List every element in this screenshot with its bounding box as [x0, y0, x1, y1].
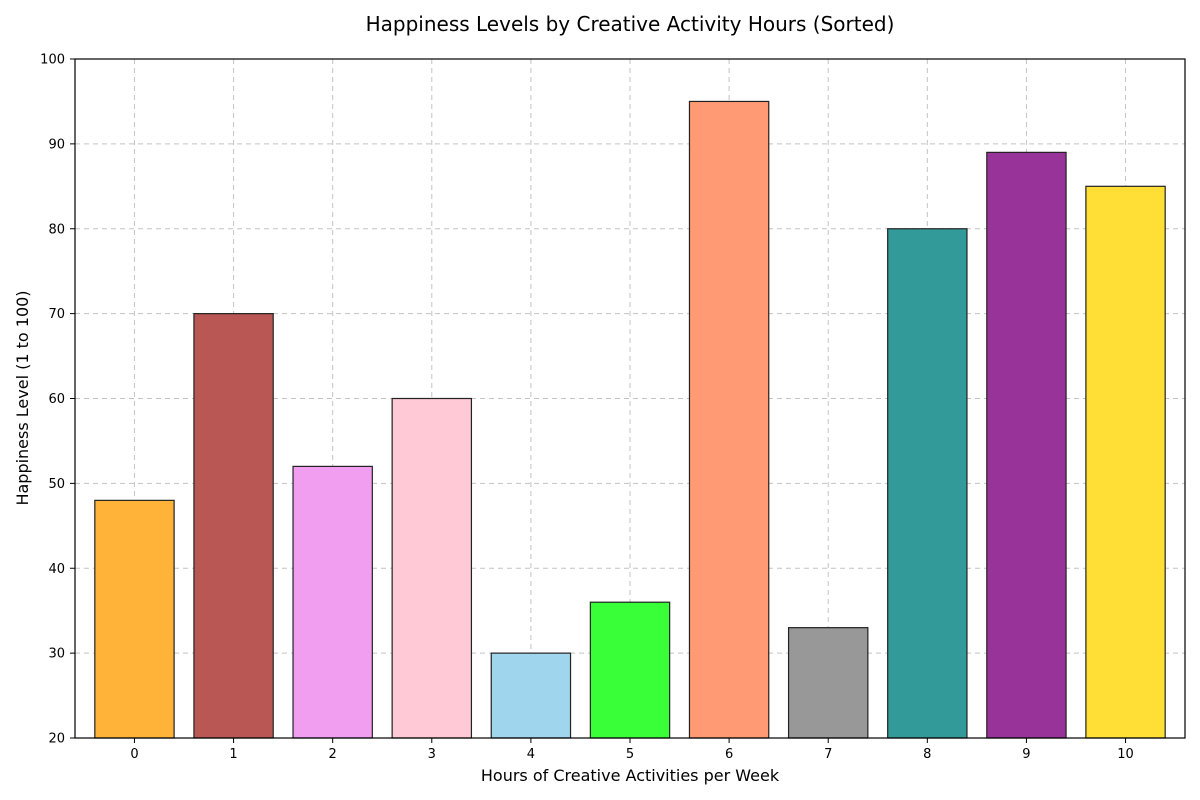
x-tick-label: 7	[824, 747, 832, 762]
x-axis-ticks: 0 1 2 3 4 5 6 7 8 9 10	[130, 738, 1134, 762]
y-axis-ticks: 20 30 40 50 60 70 80 90 100	[40, 53, 75, 747]
x-tick-label: 8	[923, 747, 931, 762]
y-tick-label: 20	[48, 732, 65, 747]
bar-8	[887, 228, 968, 739]
y-tick-label: 40	[48, 562, 65, 577]
bar-0	[94, 499, 175, 739]
x-tick-label: 6	[725, 747, 733, 762]
bar-7	[787, 627, 869, 739]
y-tick-label: 90	[48, 137, 65, 152]
bar-6	[688, 100, 770, 739]
bar-10	[1085, 185, 1166, 739]
y-tick-label: 100	[40, 53, 65, 68]
x-tick-label: 2	[329, 747, 337, 762]
y-tick-label: 30	[48, 647, 65, 662]
bar-2	[292, 465, 373, 739]
bar-4	[490, 652, 572, 739]
x-tick-label: 1	[229, 747, 237, 762]
x-tick-label: 5	[626, 747, 634, 762]
bar-9	[986, 151, 1067, 739]
y-tick-label: 80	[48, 222, 65, 237]
bar-1	[193, 313, 274, 739]
y-tick-label: 70	[48, 307, 65, 322]
x-tick-label: 3	[428, 747, 436, 762]
y-axis-label: Happiness Level (1 to 100)	[13, 290, 32, 505]
x-tick-label: 0	[130, 747, 138, 762]
y-tick-label: 60	[48, 392, 65, 407]
x-tick-label: 4	[527, 747, 535, 762]
x-tick-label: 10	[1117, 747, 1134, 762]
chart-title: Happiness Levels by Creative Activity Ho…	[366, 12, 895, 36]
y-tick-label: 50	[48, 477, 65, 492]
bars	[94, 100, 1166, 739]
bar-3	[391, 397, 473, 739]
x-tick-label: 9	[1022, 747, 1030, 762]
bar-5	[589, 601, 671, 739]
x-axis-label: Hours of Creative Activities per Week	[481, 766, 780, 785]
